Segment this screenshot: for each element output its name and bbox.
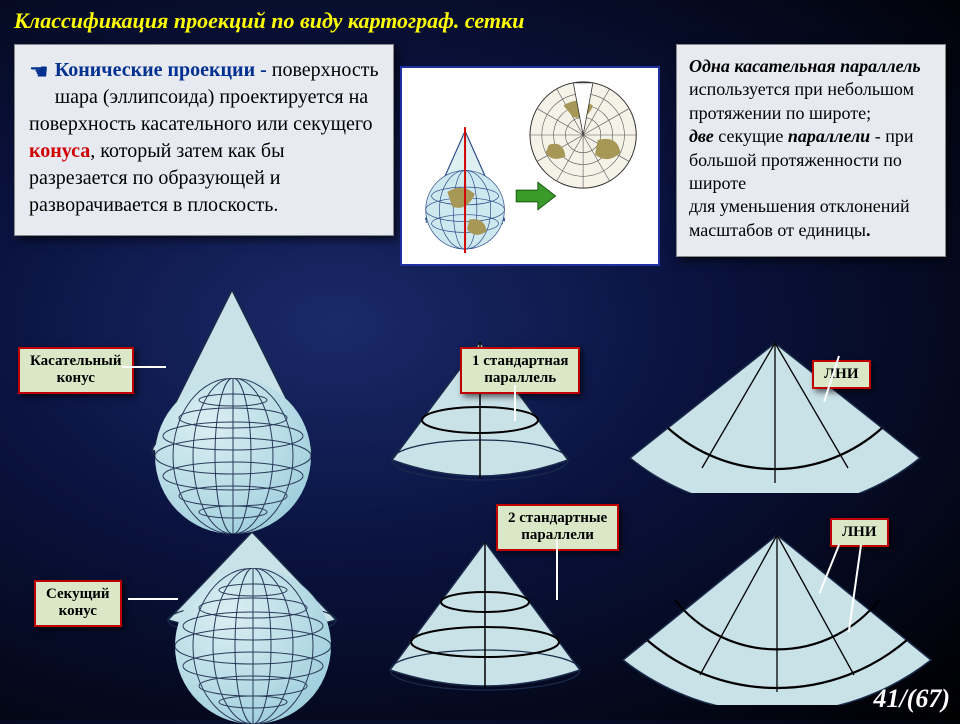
secant-inner-cone [380,542,590,697]
cone-word: конуса [29,140,90,162]
secant-fan [605,530,950,705]
label-secant-cone: Секущий конус [34,580,122,627]
slide-title: Классификация проекций по виду картограф… [0,0,960,38]
tangent-fan [610,338,940,493]
page-number: 41/(67) [873,684,950,714]
hand-pointer-icon: ☚ [29,57,49,87]
side-p2a: две [689,126,714,146]
side-dot: . [866,220,871,240]
secant-globe [175,568,331,724]
title-sub: картограф. сетки [348,8,524,33]
tangent-globe [155,378,311,534]
side-p3: для уменьшения отклонений масштабов от е… [689,196,910,239]
side-p2c: параллели [788,126,870,146]
side-p2b: секущие [714,126,788,146]
connector-line [514,385,516,421]
label-lni-1: ЛНИ [812,360,871,389]
label-tangent-cone: Касательный конус [18,347,134,394]
arrow-icon [516,182,555,210]
definition-heading: Конические проекции - [55,59,272,81]
title-main: Классификация проекций по виду [14,8,348,33]
connector-line [122,366,166,368]
definition-box: ☚ Конические проекции - поверхность шара… [14,44,394,236]
center-illustration-svg [408,74,652,259]
connector-line [556,540,558,600]
label-lni-2: ЛНИ [830,518,889,547]
side-p1b: используется при небольшом протяжении по… [689,79,914,122]
label-one-std: 1 стандартная параллель [460,347,580,394]
center-illustration [400,66,660,266]
side-info-box: Одна касательная параллель используется … [676,44,946,257]
connector-line [128,598,178,600]
side-p1a: Одна касательная параллель [689,56,921,76]
